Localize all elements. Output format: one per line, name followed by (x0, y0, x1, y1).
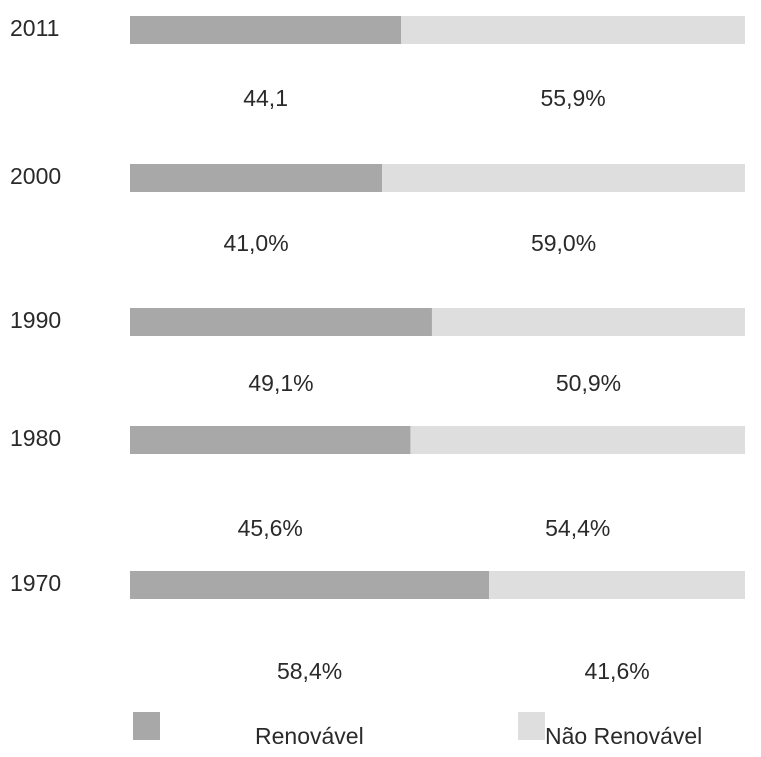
value-label: 59,0% (531, 230, 596, 256)
value-label: 45,6% (238, 515, 303, 541)
bar-segment (130, 16, 402, 44)
category-label: 1980 (10, 425, 61, 451)
bar-segment (130, 164, 383, 192)
bar-segment (489, 571, 745, 599)
legend-label: Não Renovável (545, 723, 702, 749)
value-label: 41,0% (223, 230, 288, 256)
value-label: 54,4% (545, 515, 610, 541)
bar-segment (401, 16, 745, 44)
bar-segment (431, 308, 745, 336)
value-label: 58,4% (277, 658, 342, 684)
bar-segment (130, 308, 432, 336)
category-label: 1990 (10, 307, 61, 333)
legend-label: Renovável (255, 723, 364, 749)
category-label: 2000 (10, 163, 61, 189)
legend-swatch (518, 712, 545, 740)
value-label: 50,9% (556, 370, 621, 396)
bar-segment (130, 571, 490, 599)
category-label: 1970 (10, 570, 61, 596)
value-label: 49,1% (248, 370, 313, 396)
category-label: 2011 (10, 15, 59, 41)
value-label: 44,1 (243, 85, 288, 111)
value-label: 55,9% (540, 85, 605, 111)
bar-segment (382, 164, 745, 192)
bar-segment (130, 426, 411, 454)
legend-swatch (133, 712, 160, 740)
value-label: 41,6% (584, 658, 649, 684)
bar-segment (410, 426, 745, 454)
